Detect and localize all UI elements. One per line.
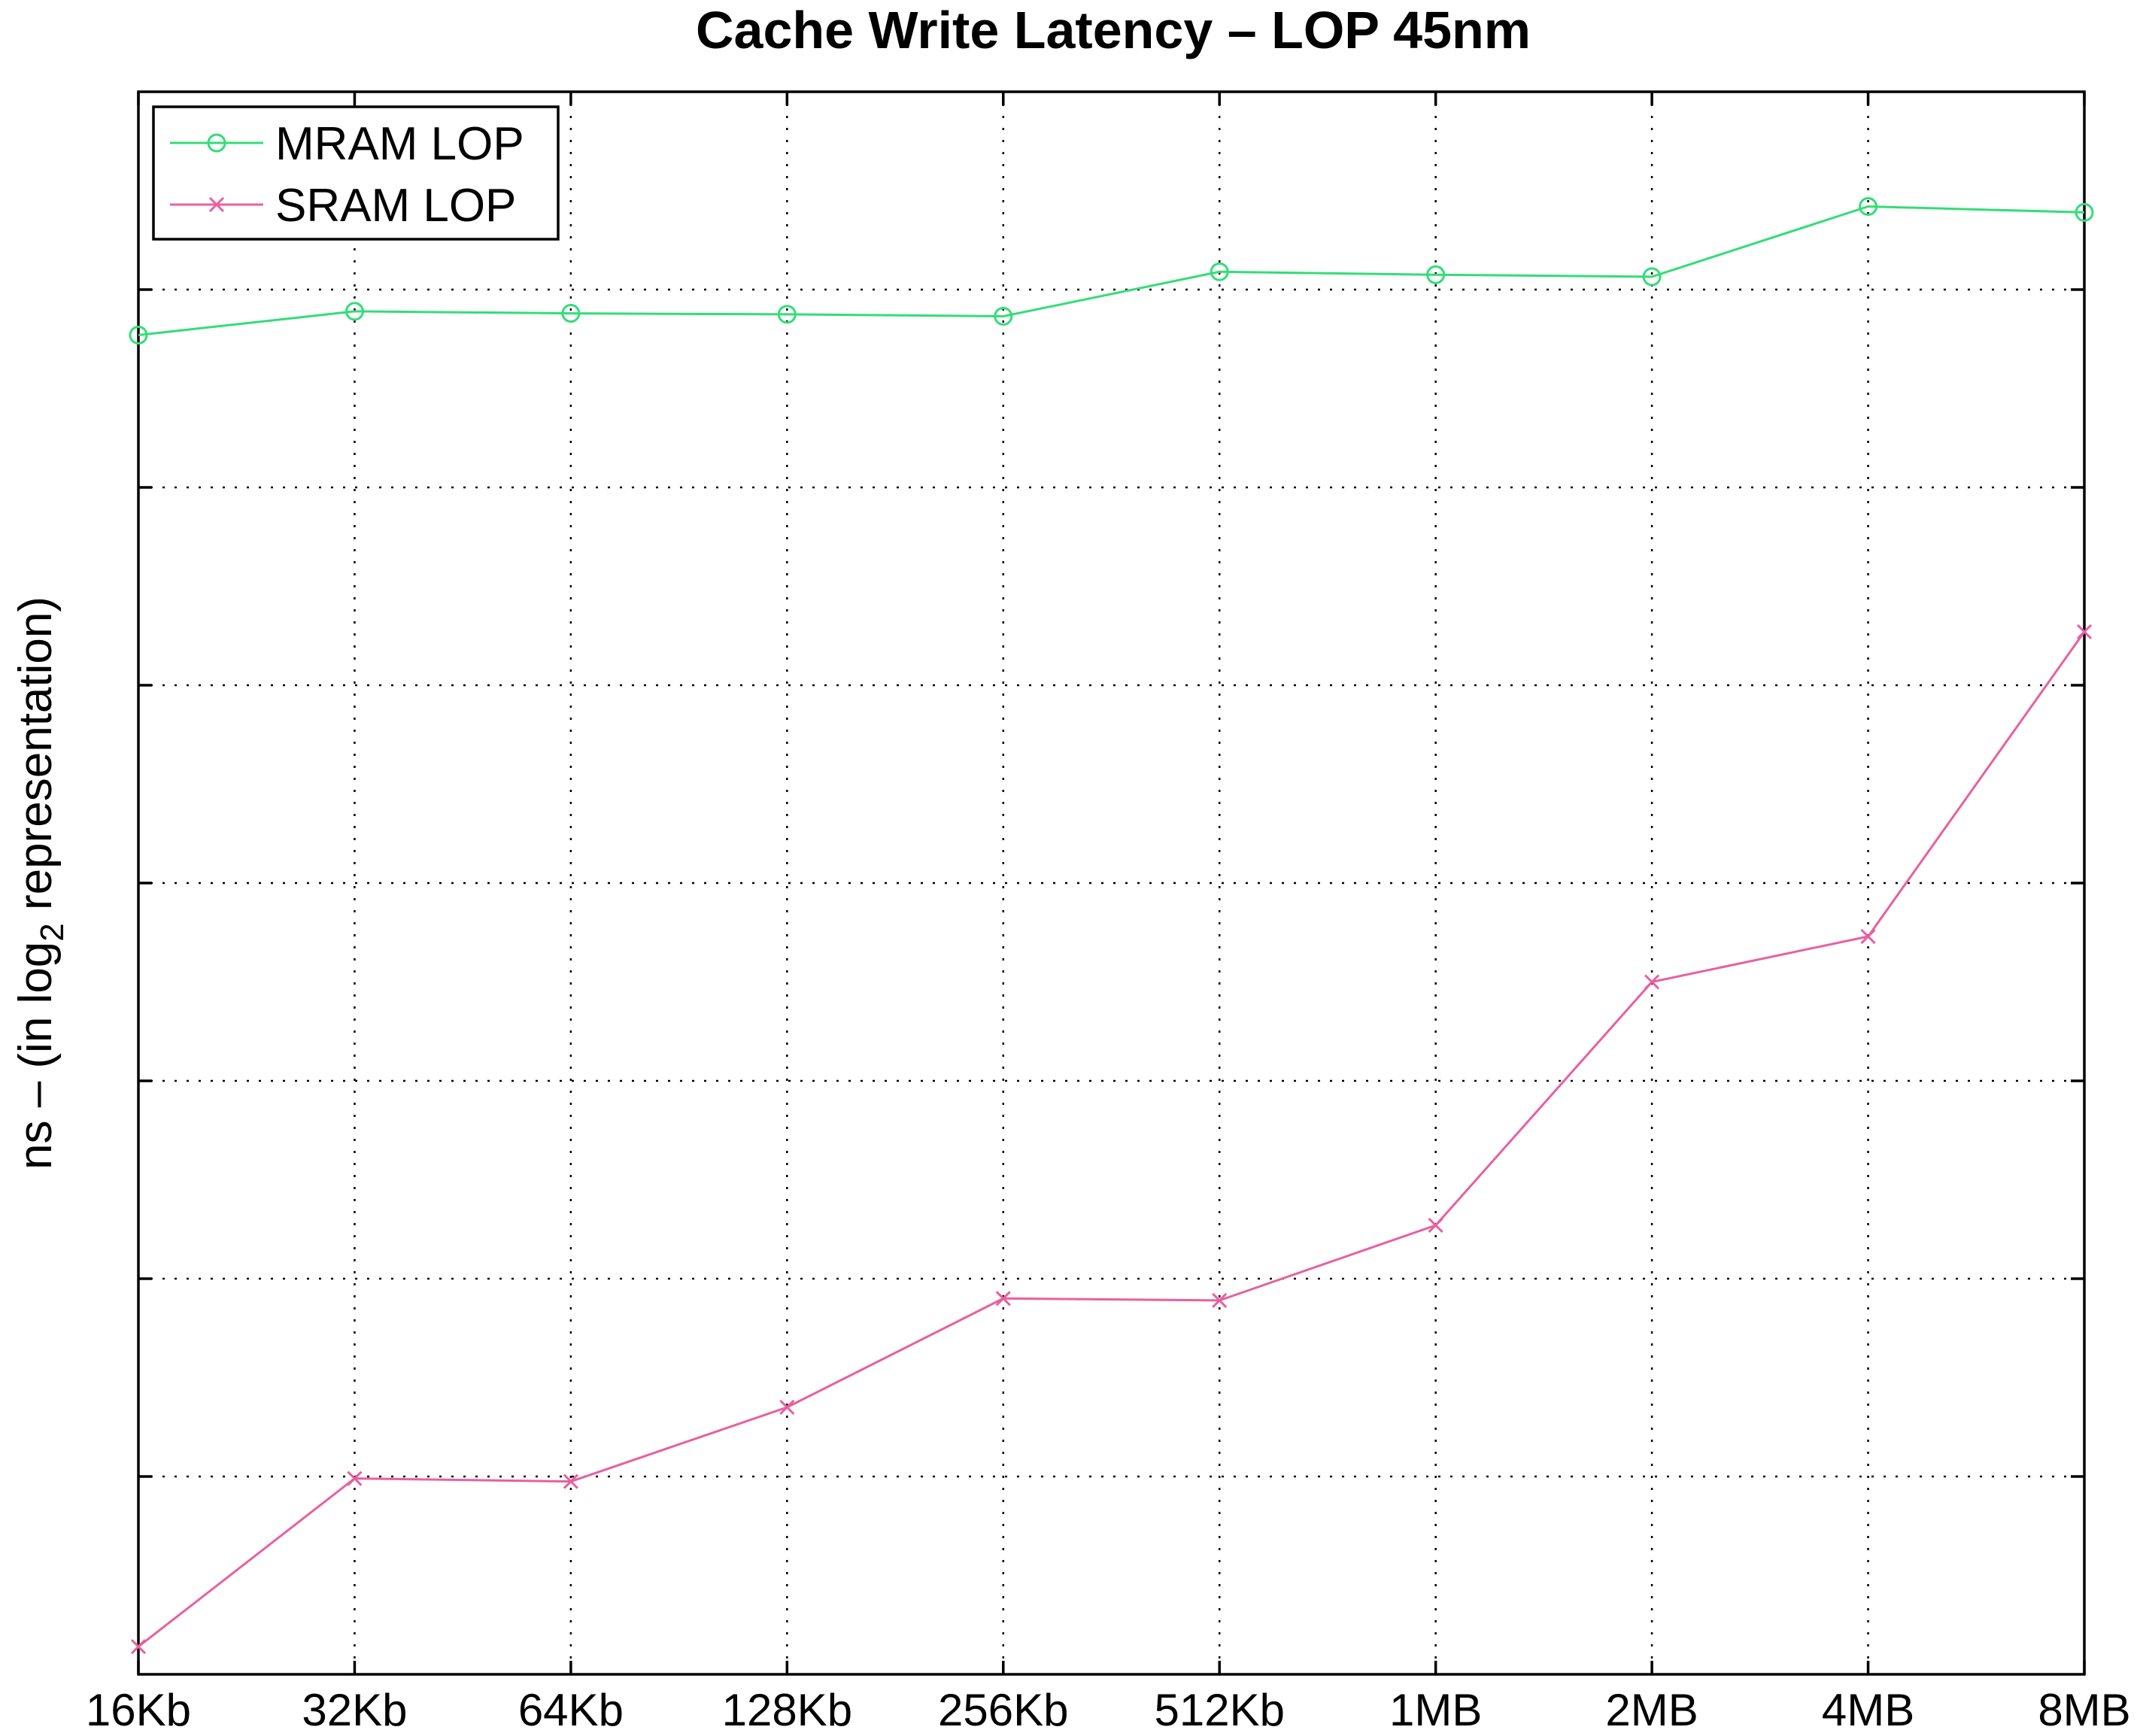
x-tick-label-2: 64Kb bbox=[518, 1685, 624, 1735]
x-tick-label-0: 16Kb bbox=[86, 1685, 191, 1735]
series-1 bbox=[130, 624, 2093, 1655]
x-tick-label-4: 256Kb bbox=[938, 1685, 1069, 1735]
data-point-1-3 bbox=[779, 1399, 795, 1416]
data-point-1-4 bbox=[995, 1291, 1011, 1307]
data-point-0-8 bbox=[1859, 197, 1878, 217]
y-axis-label-main: ns – (in log bbox=[10, 942, 62, 1170]
legend-label-mram: MRAM LOP bbox=[275, 118, 524, 170]
x-tick-label-1: 32Kb bbox=[302, 1685, 407, 1735]
series-layer bbox=[129, 197, 2094, 1655]
y-axis-label-tail: representation) bbox=[10, 596, 62, 923]
data-point-1-6 bbox=[1428, 1217, 1443, 1234]
data-point-1-8 bbox=[1860, 928, 1876, 945]
data-point-0-7 bbox=[1642, 267, 1662, 287]
x-tick-label-8: 4MB bbox=[1822, 1685, 1914, 1735]
data-point-0-4 bbox=[994, 307, 1013, 326]
x-tick-label-9: 8MB bbox=[2038, 1685, 2130, 1735]
axis-ticks bbox=[137, 92, 2086, 1674]
series-line-1 bbox=[138, 631, 2086, 1648]
x-tick-labels: 16Kb 32Kb 64Kb 128Kb 256Kb 512Kb 1MB 2MB 4MB 8MB bbox=[86, 1685, 2131, 1735]
legend: MRAM LOP SRAM LOP bbox=[152, 105, 560, 241]
legend-marker-sram bbox=[208, 196, 225, 213]
data-point-0-5 bbox=[1210, 262, 1229, 281]
data-point-1-0 bbox=[130, 1639, 147, 1655]
data-point-0-0 bbox=[129, 325, 148, 344]
y-axis-label: ns – (in log2 representation) bbox=[10, 596, 71, 1170]
data-point-0-9 bbox=[2075, 202, 2094, 222]
data-point-0-2 bbox=[561, 304, 581, 323]
data-point-0-1 bbox=[345, 302, 364, 321]
plot-area-frame bbox=[137, 90, 2086, 1676]
chart-title: Cache Write Latency – LOP 45nm bbox=[696, 1, 1531, 59]
data-point-1-9 bbox=[2076, 624, 2093, 640]
series-line-0 bbox=[138, 205, 2085, 336]
data-point-1-7 bbox=[1644, 974, 1660, 990]
x-tick-label-6: 1MB bbox=[1389, 1685, 1482, 1735]
data-point-1-1 bbox=[347, 1470, 363, 1486]
x-tick-label-3: 128Kb bbox=[722, 1685, 853, 1735]
data-point-0-3 bbox=[777, 305, 797, 324]
legend-label-sram: SRAM LOP bbox=[275, 180, 516, 232]
y-axis-label-subscript: 2 bbox=[34, 923, 71, 941]
data-point-1-2 bbox=[563, 1473, 578, 1489]
series-0 bbox=[129, 197, 2094, 344]
data-point-1-5 bbox=[1212, 1292, 1228, 1308]
x-tick-label-7: 2MB bbox=[1605, 1685, 1698, 1735]
x-tick-label-5: 512Kb bbox=[1154, 1685, 1285, 1735]
grid-lines bbox=[138, 92, 2084, 1674]
data-point-0-6 bbox=[1426, 265, 1446, 284]
legend-marker-mram bbox=[207, 133, 226, 153]
legend-box bbox=[152, 105, 560, 241]
